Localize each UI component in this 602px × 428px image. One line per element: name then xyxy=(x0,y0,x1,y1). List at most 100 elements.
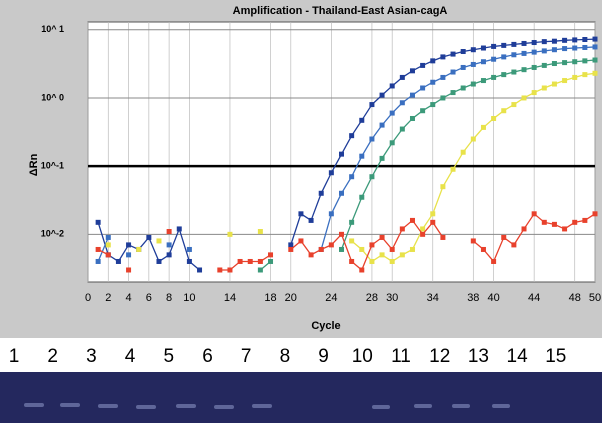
data-point xyxy=(471,82,476,87)
gel-band xyxy=(372,405,390,409)
data-point xyxy=(491,75,496,80)
data-point xyxy=(420,226,425,231)
data-point xyxy=(582,37,587,42)
data-point xyxy=(440,75,445,80)
data-point xyxy=(319,247,324,252)
data-point xyxy=(369,102,374,107)
data-point xyxy=(390,247,395,252)
data-point xyxy=(380,252,385,257)
data-point xyxy=(481,78,486,83)
data-point xyxy=(471,62,476,67)
data-point xyxy=(491,44,496,49)
x-tick-label: 0 xyxy=(85,292,91,304)
data-point xyxy=(106,242,111,247)
data-point xyxy=(167,242,172,247)
data-point xyxy=(461,49,466,54)
data-point xyxy=(501,43,506,48)
data-point xyxy=(349,174,354,179)
gel-band xyxy=(414,404,432,408)
x-tick-label: 38 xyxy=(467,292,479,304)
data-point xyxy=(349,133,354,138)
data-point xyxy=(451,90,456,95)
data-point xyxy=(511,102,516,107)
data-point xyxy=(288,242,293,247)
data-point xyxy=(359,195,364,200)
x-tick-label: 40 xyxy=(487,292,499,304)
data-point xyxy=(430,80,435,85)
lane-label: 8 xyxy=(280,346,291,367)
data-point xyxy=(542,85,547,90)
data-point xyxy=(471,137,476,142)
data-point xyxy=(167,252,172,257)
data-point xyxy=(339,232,344,237)
data-point xyxy=(258,259,263,264)
x-tick-label: 20 xyxy=(285,292,297,304)
data-point xyxy=(96,259,101,264)
data-point xyxy=(532,90,537,95)
lane-label: 14 xyxy=(507,346,529,367)
data-point xyxy=(309,218,314,223)
data-point xyxy=(582,72,587,77)
data-point xyxy=(116,259,121,264)
gel-band xyxy=(136,405,156,409)
data-point xyxy=(380,156,385,161)
data-point xyxy=(319,191,324,196)
data-point xyxy=(481,46,486,51)
data-point xyxy=(329,242,334,247)
data-point xyxy=(572,75,577,80)
data-point xyxy=(156,238,161,243)
data-point xyxy=(390,259,395,264)
data-point xyxy=(481,59,486,64)
data-point xyxy=(582,45,587,50)
data-point xyxy=(522,67,527,72)
x-tick-label: 10 xyxy=(183,292,195,304)
data-point xyxy=(410,218,415,223)
data-point xyxy=(593,71,598,76)
data-point xyxy=(572,59,577,64)
data-point xyxy=(501,72,506,77)
data-point xyxy=(562,226,567,231)
data-point xyxy=(440,184,445,189)
data-point xyxy=(471,47,476,52)
data-point xyxy=(511,52,516,57)
gel-band xyxy=(452,404,470,408)
data-point xyxy=(400,226,405,231)
y-tick-label: 10^-2 xyxy=(41,229,64,239)
data-point xyxy=(522,51,527,56)
data-point xyxy=(258,229,263,234)
data-point xyxy=(440,95,445,100)
data-point xyxy=(298,238,303,243)
data-point xyxy=(552,222,557,227)
data-point xyxy=(197,267,202,272)
data-point xyxy=(522,41,527,46)
data-point xyxy=(410,247,415,252)
data-point xyxy=(552,82,557,87)
data-point xyxy=(593,44,598,49)
y-tick-label: 10^ 1 xyxy=(41,24,64,34)
x-tick-label: 50 xyxy=(589,292,601,304)
lane-label: 4 xyxy=(125,346,136,367)
data-point xyxy=(522,95,527,100)
data-point xyxy=(491,116,496,121)
data-point xyxy=(339,247,344,252)
lane-label: 5 xyxy=(164,346,175,367)
x-tick-label: 2 xyxy=(105,292,111,304)
data-point xyxy=(126,267,131,272)
data-point xyxy=(542,220,547,225)
data-point xyxy=(227,267,232,272)
lane-label: 7 xyxy=(241,346,252,367)
x-tick-label: 8 xyxy=(166,292,172,304)
data-point xyxy=(501,235,506,240)
data-point xyxy=(451,167,456,172)
data-point xyxy=(298,211,303,216)
data-point xyxy=(339,152,344,157)
data-point xyxy=(268,252,273,257)
data-point xyxy=(390,140,395,145)
y-axis-label: ΔRn xyxy=(28,153,40,176)
data-point xyxy=(369,259,374,264)
data-point xyxy=(349,220,354,225)
data-point xyxy=(248,259,253,264)
y-tick-label: 10^ 0 xyxy=(41,92,64,102)
data-point xyxy=(552,47,557,52)
data-point xyxy=(420,85,425,90)
